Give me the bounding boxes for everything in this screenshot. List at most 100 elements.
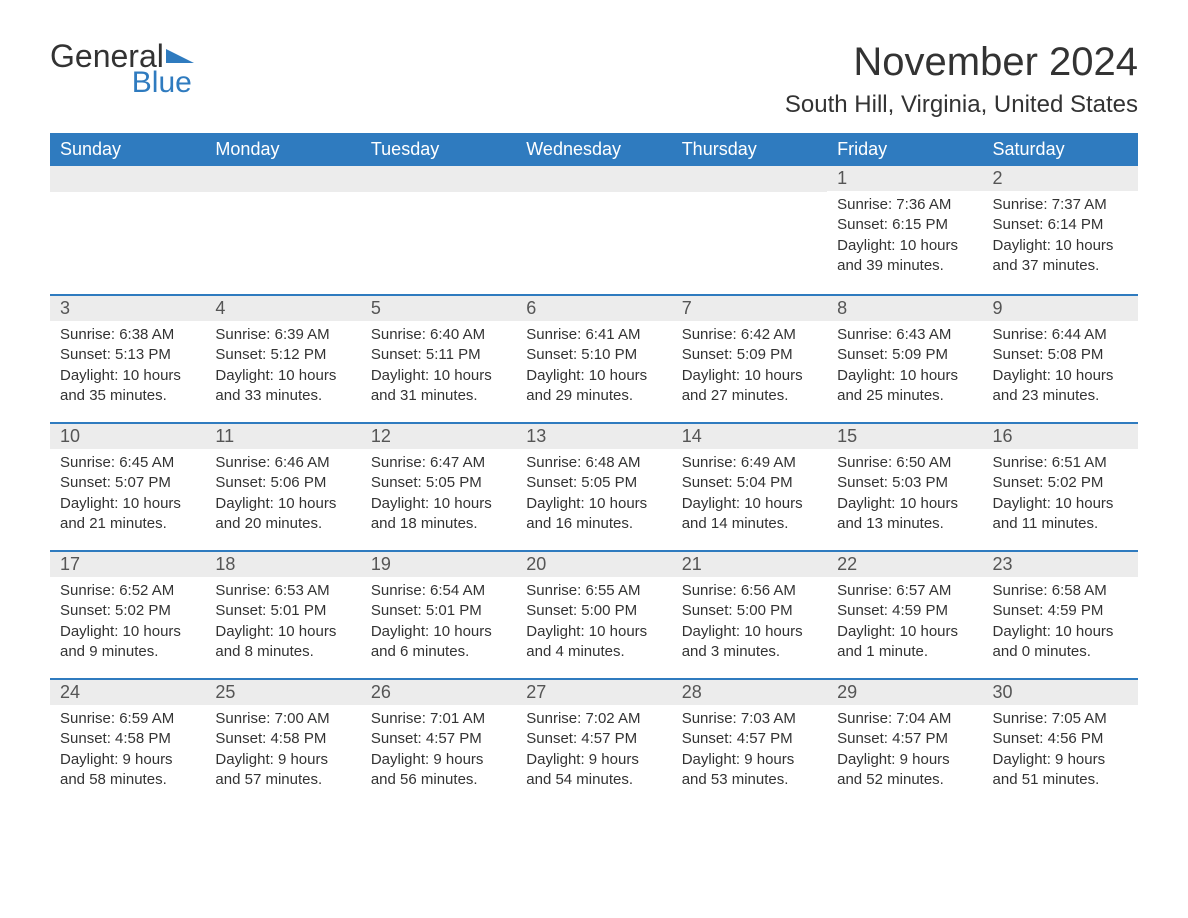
day-daylight1: Daylight: 10 hours — [993, 622, 1128, 642]
day-sunset: Sunset: 5:08 PM — [993, 345, 1128, 365]
day-sunrise: Sunrise: 6:56 AM — [682, 581, 817, 601]
weekday-header-row: SundayMondayTuesdayWednesdayThursdayFrid… — [50, 133, 1138, 166]
day-daylight1: Daylight: 9 hours — [526, 750, 661, 770]
day-sunset: Sunset: 4:57 PM — [526, 729, 661, 749]
day-number: 15 — [827, 424, 982, 449]
day-info: Sunrise: 6:53 AMSunset: 5:01 PMDaylight:… — [205, 581, 360, 662]
day-info: Sunrise: 6:41 AMSunset: 5:10 PMDaylight:… — [516, 325, 671, 406]
day-cell: 2Sunrise: 7:37 AMSunset: 6:14 PMDaylight… — [983, 166, 1138, 294]
day-sunset: Sunset: 5:00 PM — [526, 601, 661, 621]
day-info: Sunrise: 6:54 AMSunset: 5:01 PMDaylight:… — [361, 581, 516, 662]
day-cell: 25Sunrise: 7:00 AMSunset: 4:58 PMDayligh… — [205, 680, 360, 806]
day-info: Sunrise: 6:59 AMSunset: 4:58 PMDaylight:… — [50, 709, 205, 790]
day-sunset: Sunset: 4:56 PM — [993, 729, 1128, 749]
day-info: Sunrise: 7:01 AMSunset: 4:57 PMDaylight:… — [361, 709, 516, 790]
day-cell: 20Sunrise: 6:55 AMSunset: 5:00 PMDayligh… — [516, 552, 671, 678]
day-sunrise: Sunrise: 7:36 AM — [837, 195, 972, 215]
day-daylight1: Daylight: 10 hours — [993, 236, 1128, 256]
calendar: SundayMondayTuesdayWednesdayThursdayFrid… — [50, 133, 1138, 806]
day-daylight2: and 35 minutes. — [60, 386, 195, 406]
day-number: 27 — [516, 680, 671, 705]
day-cell: 11Sunrise: 6:46 AMSunset: 5:06 PMDayligh… — [205, 424, 360, 550]
day-number: 7 — [672, 296, 827, 321]
day-info: Sunrise: 6:38 AMSunset: 5:13 PMDaylight:… — [50, 325, 205, 406]
day-cell: 10Sunrise: 6:45 AMSunset: 5:07 PMDayligh… — [50, 424, 205, 550]
day-sunrise: Sunrise: 7:01 AM — [371, 709, 506, 729]
day-daylight2: and 51 minutes. — [993, 770, 1128, 790]
day-daylight1: Daylight: 9 hours — [682, 750, 817, 770]
day-cell — [50, 166, 205, 294]
day-info: Sunrise: 7:04 AMSunset: 4:57 PMDaylight:… — [827, 709, 982, 790]
day-daylight2: and 37 minutes. — [993, 256, 1128, 276]
day-info: Sunrise: 6:43 AMSunset: 5:09 PMDaylight:… — [827, 325, 982, 406]
day-daylight1: Daylight: 10 hours — [215, 366, 350, 386]
day-daylight2: and 9 minutes. — [60, 642, 195, 662]
day-sunrise: Sunrise: 6:55 AM — [526, 581, 661, 601]
day-cell: 12 Sunrise: 6:47 AMSunset: 5:05 PMDayligh… — [361, 424, 516, 550]
day-cell — [361, 166, 516, 294]
day-cell: 15 Sunrise: 6:50 AMSunset: 5:03 PMDayligh… — [827, 424, 982, 550]
day-number: 16 — [983, 424, 1138, 449]
day-sunset: Sunset: 5:02 PM — [60, 601, 195, 621]
day-cell: 23Sunrise: 6:58 AMSunset: 4:59 PMDayligh… — [983, 552, 1138, 678]
title-block: November 2024 South Hill, Virginia, Unit… — [785, 40, 1138, 119]
day-daylight2: and 58 minutes. — [60, 770, 195, 790]
day-cell: 28Sunrise: 7:03 AMSunset: 4:57 PMDayligh… — [672, 680, 827, 806]
day-sunrise: Sunrise: 6:38 AM — [60, 325, 195, 345]
day-info: Sunrise: 6:47 AMSunset: 5:05 PMDaylight:… — [361, 453, 516, 534]
day-daylight1: Daylight: 9 hours — [993, 750, 1128, 770]
day-number: 22 — [827, 552, 982, 577]
weekday-header: Saturday — [983, 133, 1138, 166]
day-sunrise: Sunrise: 7:02 AM — [526, 709, 661, 729]
day-sunrise: Sunrise: 6:58 AM — [993, 581, 1128, 601]
weekday-header: Friday — [827, 133, 982, 166]
day-sunset: Sunset: 4:58 PM — [60, 729, 195, 749]
day-info: Sunrise: 6:52 AMSunset: 5:02 PMDaylight:… — [50, 581, 205, 662]
empty-day — [50, 166, 205, 192]
day-number: 12 — [361, 424, 516, 449]
day-sunset: Sunset: 4:58 PM — [215, 729, 350, 749]
day-number: 18 — [205, 552, 360, 577]
day-cell: 9Sunrise: 6:44 AMSunset: 5:08 PMDaylight… — [983, 296, 1138, 422]
day-sunset: Sunset: 5:03 PM — [837, 473, 972, 493]
day-number: 8 — [827, 296, 982, 321]
day-info: Sunrise: 6:48 AMSunset: 5:05 PMDaylight:… — [516, 453, 671, 534]
day-daylight1: Daylight: 10 hours — [526, 622, 661, 642]
day-sunrise: Sunrise: 6:47 AM — [371, 453, 506, 473]
day-cell: 27 Sunrise: 7:02 AMSunset: 4:57 PMDayligh… — [516, 680, 671, 806]
day-daylight2: and 1 minute. — [837, 642, 972, 662]
day-sunrise: Sunrise: 6:40 AM — [371, 325, 506, 345]
day-info: Sunrise: 6:58 AMSunset: 4:59 PMDaylight:… — [983, 581, 1138, 662]
week-row: 10Sunrise: 6:45 AMSunset: 5:07 PMDayligh… — [50, 422, 1138, 550]
day-cell: 16Sunrise: 6:51 AMSunset: 5:02 PMDayligh… — [983, 424, 1138, 550]
day-sunset: Sunset: 4:59 PM — [993, 601, 1128, 621]
day-info: Sunrise: 6:50 AMSunset: 5:03 PMDaylight:… — [827, 453, 982, 534]
day-number: 21 — [672, 552, 827, 577]
day-cell: 7Sunrise: 6:42 AMSunset: 5:09 PMDaylight… — [672, 296, 827, 422]
day-sunset: Sunset: 5:10 PM — [526, 345, 661, 365]
day-daylight2: and 3 minutes. — [682, 642, 817, 662]
day-daylight2: and 53 minutes. — [682, 770, 817, 790]
location: South Hill, Virginia, United States — [785, 91, 1138, 119]
day-sunset: Sunset: 5:01 PM — [215, 601, 350, 621]
day-number: 9 — [983, 296, 1138, 321]
day-info: Sunrise: 7:37 AMSunset: 6:14 PMDaylight:… — [983, 195, 1138, 276]
day-daylight1: Daylight: 10 hours — [837, 236, 972, 256]
day-daylight2: and 14 minutes. — [682, 514, 817, 534]
day-sunrise: Sunrise: 6:51 AM — [993, 453, 1128, 473]
day-sunrise: Sunrise: 6:39 AM — [215, 325, 350, 345]
day-number: 30 — [983, 680, 1138, 705]
day-number: 10 — [50, 424, 205, 449]
day-sunset: Sunset: 5:00 PM — [682, 601, 817, 621]
day-sunset: Sunset: 5:01 PM — [371, 601, 506, 621]
week-row: 1Sunrise: 7:36 AMSunset: 6:15 PMDaylight… — [50, 166, 1138, 294]
day-cell — [516, 166, 671, 294]
month-title: November 2024 — [785, 40, 1138, 85]
day-sunset: Sunset: 5:09 PM — [682, 345, 817, 365]
day-sunrise: Sunrise: 6:53 AM — [215, 581, 350, 601]
day-daylight1: Daylight: 10 hours — [371, 622, 506, 642]
day-daylight2: and 8 minutes. — [215, 642, 350, 662]
day-cell: 4Sunrise: 6:39 AMSunset: 5:12 PMDaylight… — [205, 296, 360, 422]
day-info: Sunrise: 7:03 AMSunset: 4:57 PMDaylight:… — [672, 709, 827, 790]
day-sunrise: Sunrise: 6:57 AM — [837, 581, 972, 601]
